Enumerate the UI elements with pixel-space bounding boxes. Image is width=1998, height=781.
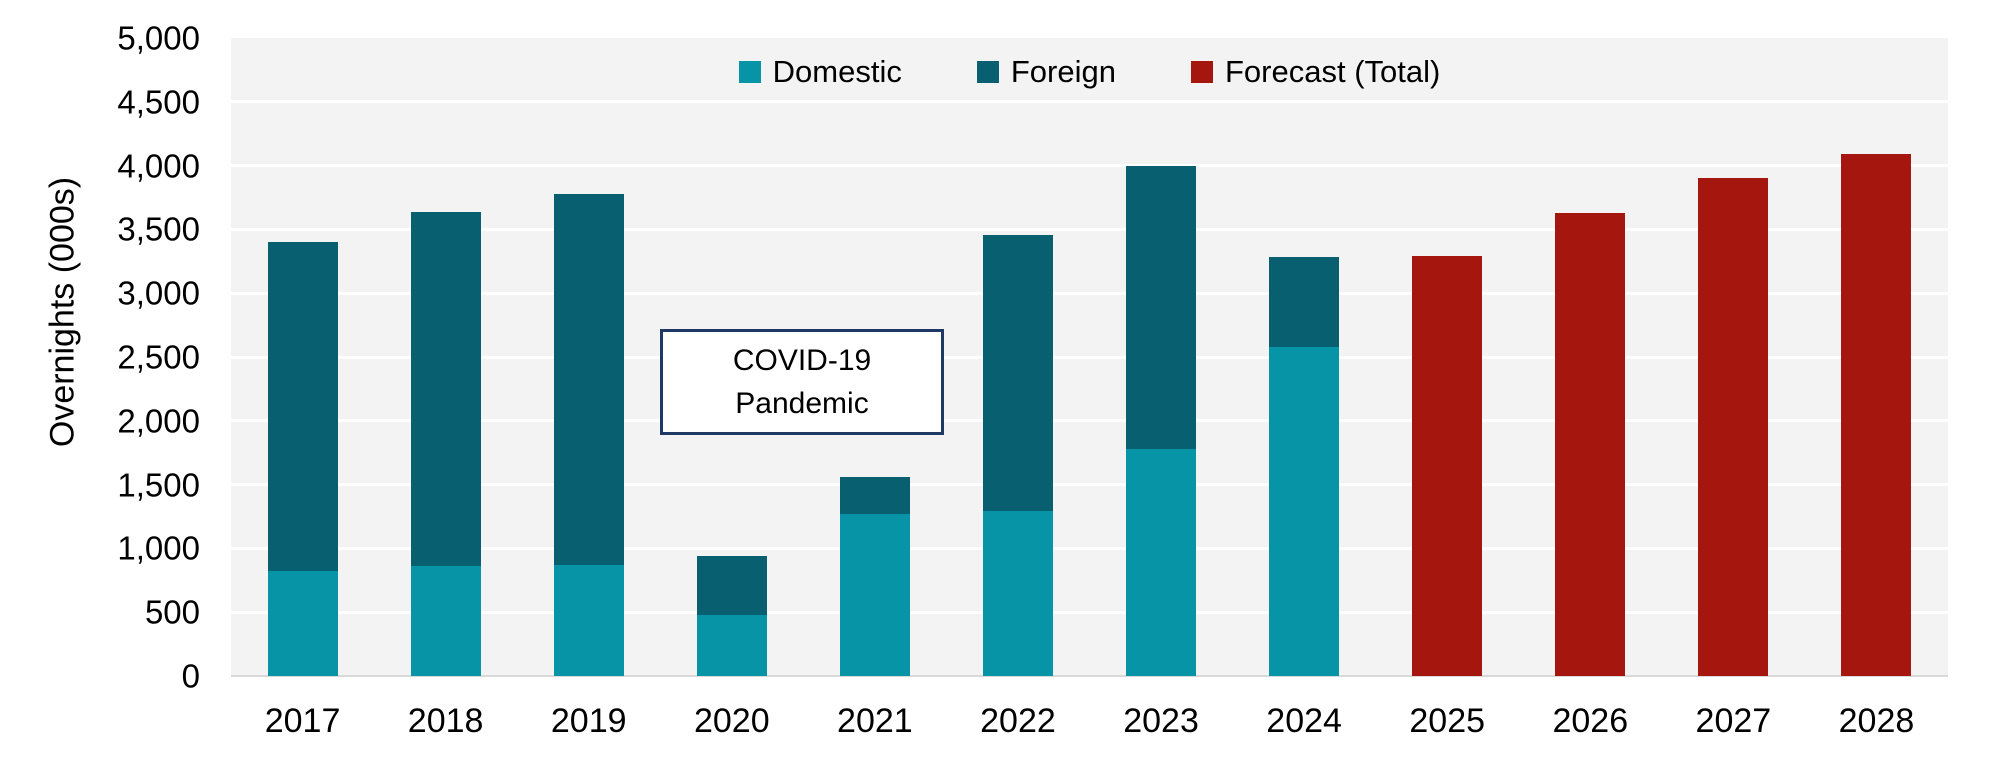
x-tick-label-2017: 2017 bbox=[264, 702, 341, 740]
bar-2019-foreign bbox=[553, 193, 624, 565]
gridline bbox=[231, 227, 1948, 231]
bar-2026-forecast-total bbox=[1555, 212, 1626, 676]
y-tick-label: 2,000 bbox=[117, 402, 200, 440]
bar-2022-foreign bbox=[982, 234, 1053, 512]
bar-2017-domestic bbox=[267, 571, 338, 676]
bar-2019-domestic bbox=[553, 565, 624, 676]
annotation-covid-box: COVID-19 Pandemic bbox=[660, 329, 944, 435]
bar-2028-forecast-total bbox=[1841, 154, 1912, 676]
gridline bbox=[231, 610, 1948, 614]
bar-2020-foreign bbox=[696, 556, 767, 615]
y-tick-label: 3,000 bbox=[117, 274, 200, 312]
x-tick-label-2025: 2025 bbox=[1409, 702, 1486, 740]
y-tick-label: 4,500 bbox=[117, 83, 200, 121]
y-tick-label: 0 bbox=[181, 657, 200, 695]
gridline bbox=[231, 355, 1948, 359]
bar-2023-domestic bbox=[1126, 448, 1197, 676]
bar-2027-forecast-total bbox=[1698, 178, 1769, 676]
legend-item-foreign: Foreign bbox=[976, 54, 1116, 90]
gridline bbox=[231, 291, 1948, 295]
bar-2021-domestic bbox=[839, 513, 910, 676]
legend-swatch-foreign-icon bbox=[976, 61, 999, 83]
x-tick-label-2024: 2024 bbox=[1266, 702, 1342, 740]
bar-2022-domestic bbox=[982, 511, 1053, 676]
legend-label-forecast: Forecast (Total) bbox=[1224, 54, 1441, 89]
legend-label-domestic: Domestic bbox=[772, 54, 902, 89]
x-tick-label-2020: 2020 bbox=[693, 702, 770, 740]
legend-item-forecast: Forecast (Total) bbox=[1190, 54, 1441, 90]
bar-2018-foreign bbox=[410, 211, 481, 567]
x-tick-label-2022: 2022 bbox=[980, 702, 1056, 740]
y-tick-label: 4,000 bbox=[117, 147, 200, 185]
annotation-line-2: Pandemic bbox=[735, 387, 869, 420]
x-tick-label-2023: 2023 bbox=[1123, 702, 1199, 740]
bar-2017-foreign bbox=[267, 242, 338, 572]
gridline bbox=[231, 483, 1948, 487]
y-tick-label: 500 bbox=[144, 593, 200, 631]
gridline bbox=[231, 164, 1948, 168]
bar-2024-foreign bbox=[1269, 257, 1340, 347]
bar-2025-forecast-total bbox=[1412, 256, 1483, 676]
gridline bbox=[231, 546, 1948, 550]
plot-area bbox=[231, 38, 1948, 677]
legend: Domestic Foreign Forecast (Total) bbox=[231, 54, 1948, 90]
bar-2020-domestic bbox=[696, 614, 767, 676]
x-tick-label-2021: 2021 bbox=[837, 702, 913, 740]
gridline bbox=[231, 419, 1948, 423]
bar-2018-domestic bbox=[410, 566, 481, 676]
legend-label-foreign: Foreign bbox=[1010, 54, 1116, 89]
x-tick-label-2028: 2028 bbox=[1838, 702, 1915, 740]
y-tick-label: 1,000 bbox=[117, 529, 200, 567]
y-tick-label: 1,500 bbox=[117, 466, 200, 504]
y-tick-label: 3,500 bbox=[117, 210, 200, 248]
bar-2024-domestic bbox=[1269, 346, 1340, 676]
x-axis-line bbox=[231, 675, 1948, 677]
y-tick-label: 2,500 bbox=[117, 338, 200, 376]
legend-item-domestic: Domestic bbox=[738, 54, 902, 90]
x-tick-label-2019: 2019 bbox=[550, 702, 627, 740]
annotation-line-1: COVID-19 bbox=[732, 344, 872, 377]
x-tick-label-2018: 2018 bbox=[407, 702, 484, 740]
x-tick-label-2027: 2027 bbox=[1695, 702, 1772, 740]
x-tick-label-2026: 2026 bbox=[1552, 702, 1629, 740]
legend-swatch-forecast-icon bbox=[1190, 61, 1213, 83]
legend-swatch-domestic-icon bbox=[738, 61, 761, 83]
gridline bbox=[231, 100, 1948, 104]
y-tick-label: 5,000 bbox=[117, 19, 200, 57]
bar-2023-foreign bbox=[1126, 165, 1197, 449]
bar-2021-foreign bbox=[839, 476, 910, 514]
